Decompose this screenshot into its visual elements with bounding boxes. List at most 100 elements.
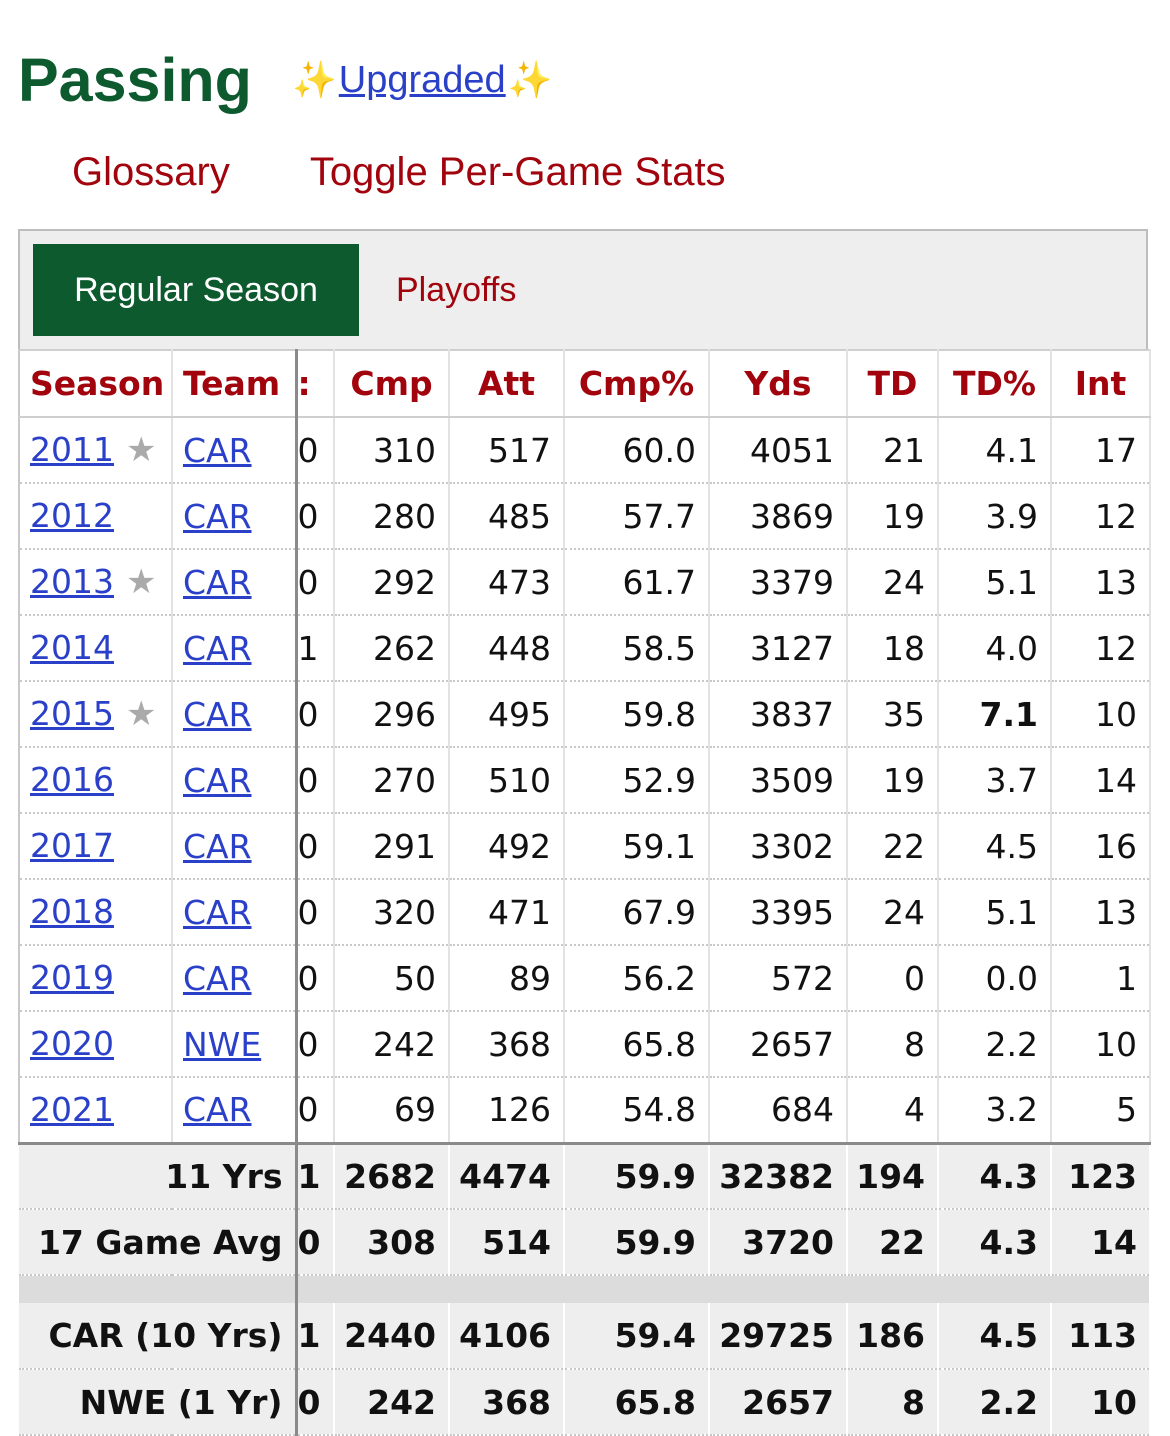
cmp-cell: 50 (334, 945, 450, 1012)
int-cell: 14 (1051, 747, 1151, 814)
team-link[interactable]: CAR (183, 826, 252, 866)
td-cell: 19 (847, 483, 939, 550)
season-link[interactable]: 2014 (30, 628, 114, 667)
cmp-cell: 292 (334, 549, 450, 616)
pro-bowl-star-icon: ★ (125, 430, 157, 470)
team-summary-label: CAR (10 Yrs) (19, 1303, 298, 1370)
team-cell: CAR (172, 747, 298, 814)
team-link[interactable]: CAR (183, 958, 252, 998)
season-link[interactable]: 2011 (30, 430, 114, 469)
td-cell: 19 (847, 747, 939, 814)
col-header-int[interactable]: Int (1051, 349, 1151, 418)
yds-cell: 32382 (709, 1141, 848, 1210)
cmp-cell: 291 (334, 813, 450, 880)
cmp-cell: 262 (334, 615, 450, 682)
cmp-pct-cell: 57.7 (564, 483, 710, 550)
col-header-td[interactable]: TD (847, 349, 939, 418)
toggle-per-game-link[interactable]: Toggle Per-Game Stats (309, 150, 726, 194)
team-link[interactable]: CAR (183, 562, 252, 602)
title-row: Passing ✨ Upgraded ✨ (18, 40, 553, 120)
td-pct-cell: 5.1 (938, 879, 1052, 946)
pro-bowl-star-icon: ★ (125, 562, 157, 602)
season-link[interactable]: 2020 (30, 1024, 114, 1063)
team-link[interactable]: CAR (183, 496, 252, 536)
td-cell: 21 (847, 417, 939, 484)
col-header-g[interactable]: : (296, 349, 335, 418)
cmp-cell: 2440 (334, 1303, 450, 1370)
season-cell: 2013 ★ (18, 549, 173, 616)
season-link[interactable]: 2019 (30, 958, 114, 997)
tab-playoffs[interactable]: Playoffs (396, 270, 517, 309)
games-cell: 0 (296, 1369, 335, 1436)
cmp-pct-cell: 59.1 (564, 813, 710, 880)
att-cell: 4474 (449, 1141, 565, 1210)
team-link[interactable]: CAR (183, 430, 252, 470)
yds-cell: 29725 (709, 1303, 848, 1370)
col-header-team[interactable]: Team (172, 349, 298, 418)
tab-regular-season[interactable]: Regular Season (33, 244, 359, 336)
col-header-season[interactable]: Season (18, 349, 173, 418)
season-link[interactable]: 2018 (30, 892, 114, 931)
season-cell: 2017 (18, 813, 173, 880)
season-cell: 2014 (18, 615, 173, 682)
team-cell: CAR (172, 417, 298, 484)
season-link[interactable]: 2021 (30, 1089, 114, 1129)
team-link[interactable]: CAR (183, 760, 252, 800)
table-links: Glossary Toggle Per-Game Stats (72, 150, 726, 195)
col-header-td-pct[interactable]: TD% (938, 349, 1052, 418)
att-cell: 492 (449, 813, 565, 880)
td-pct-cell: 0.0 (938, 945, 1052, 1012)
team-cell: CAR (172, 1077, 298, 1144)
upgraded-link[interactable]: Upgraded (338, 58, 506, 101)
cmp-cell: 320 (334, 879, 450, 946)
cmp-pct-cell: 67.9 (564, 879, 710, 946)
cmp-cell: 242 (334, 1369, 450, 1436)
col-header-att[interactable]: Att (449, 349, 565, 418)
season-link[interactable]: 2012 (30, 496, 114, 535)
cmp-cell: 2682 (334, 1141, 450, 1210)
td-cell: 18 (847, 615, 939, 682)
team-cell: CAR (172, 945, 298, 1012)
att-cell: 368 (449, 1011, 565, 1078)
pro-bowl-star-icon: ★ (125, 694, 157, 734)
team-cell: CAR (172, 681, 298, 748)
att-cell: 4106 (449, 1303, 565, 1370)
int-cell: 10 (1051, 681, 1151, 748)
col-header-cmp-pct[interactable]: Cmp% (564, 349, 710, 418)
team-summary-row: NWE (1 Yr) 0 242 368 65.8 2657 8 2.2 10 (19, 1369, 1151, 1436)
team-link[interactable]: CAR (183, 892, 252, 932)
td-pct-cell: 3.7 (938, 747, 1052, 814)
td-cell: 24 (847, 549, 939, 616)
games-cell: 1 (296, 1303, 335, 1370)
season-link[interactable]: 2015 (30, 694, 114, 733)
cmp-pct-cell: 52.9 (564, 747, 710, 814)
team-link[interactable]: CAR (183, 628, 252, 668)
games-cell: 0 (296, 1011, 335, 1078)
td-cell: 194 (847, 1141, 939, 1210)
att-cell: 368 (449, 1369, 565, 1436)
td-cell: 22 (847, 813, 939, 880)
team-link[interactable]: NWE (183, 1024, 262, 1064)
cmp-pct-cell: 59.8 (564, 681, 710, 748)
season-link[interactable]: 2017 (30, 826, 114, 865)
col-header-yds[interactable]: Yds (709, 349, 848, 418)
table-row: 2011 ★ CAR 0 310 517 60.0 4051 21 4.1 17 (18, 417, 1151, 484)
cmp-pct-cell: 59.4 (564, 1303, 710, 1370)
cmp-pct-cell: 54.8 (564, 1077, 710, 1144)
season-link[interactable]: 2013 (30, 562, 114, 601)
int-cell: 13 (1051, 879, 1151, 946)
summary-label: 11 Yrs (19, 1141, 298, 1210)
glossary-link[interactable]: Glossary (72, 150, 230, 194)
team-link[interactable]: CAR (183, 694, 252, 734)
yds-cell: 3379 (709, 549, 848, 616)
col-header-cmp[interactable]: Cmp (334, 349, 450, 418)
att-cell: 448 (449, 615, 565, 682)
int-cell: 16 (1051, 813, 1151, 880)
yds-cell: 3127 (709, 615, 848, 682)
games-cell: 0 (296, 1209, 335, 1276)
td-pct-cell: 2.2 (938, 1011, 1052, 1078)
att-cell: 510 (449, 747, 565, 814)
td-cell: 4 (847, 1077, 939, 1144)
season-link[interactable]: 2016 (30, 760, 114, 799)
team-link[interactable]: CAR (183, 1090, 252, 1130)
